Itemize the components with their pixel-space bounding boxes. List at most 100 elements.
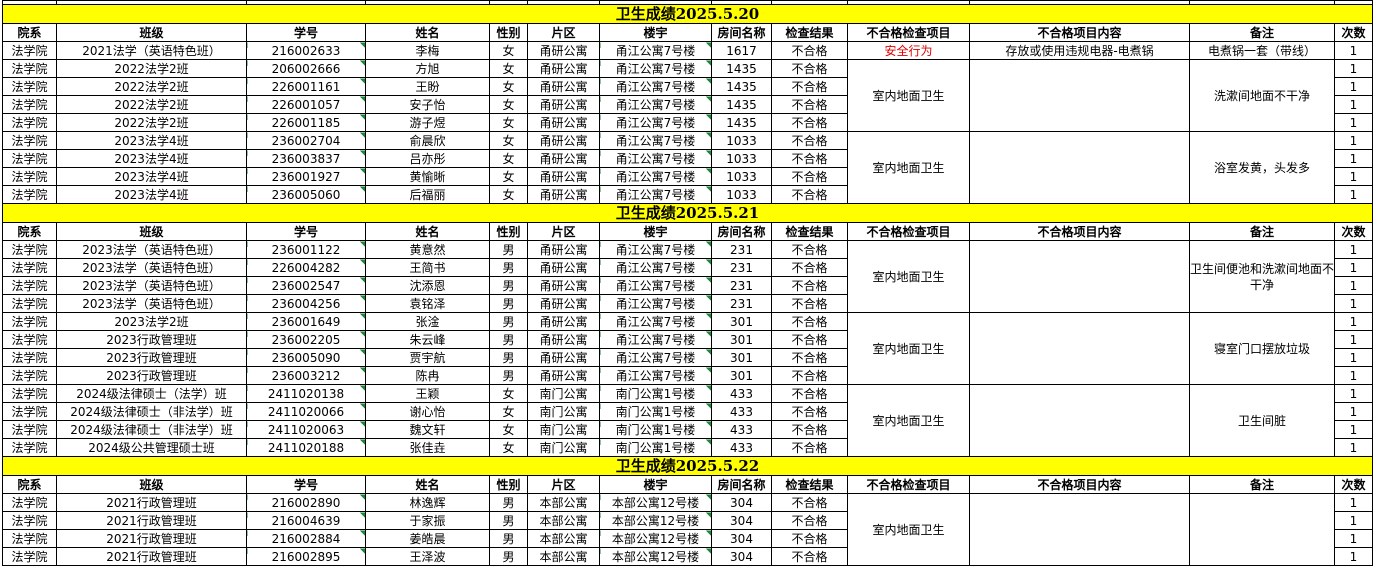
college: 法学院 — [2, 59, 57, 78]
result: 不合格 — [771, 41, 848, 60]
gender: 女 — [489, 420, 528, 439]
college: 法学院 — [2, 41, 57, 60]
failed-item: 室内地面卫生 — [847, 493, 970, 566]
count: 1 — [1334, 167, 1373, 186]
building: 南门公寓1号楼 — [599, 384, 712, 403]
area: 南门公寓 — [527, 420, 600, 439]
student-id: 236001927 — [246, 167, 366, 186]
header-cell: 姓名 — [365, 475, 490, 494]
room: 301 — [711, 348, 772, 367]
student-id: 236003837 — [246, 149, 366, 168]
student-id: 236002205 — [246, 330, 366, 349]
class: 2023法学（英语特色班） — [56, 294, 247, 313]
name: 姜皓晨 — [365, 529, 490, 548]
class: 2023法学（英语特色班） — [56, 258, 247, 277]
room: 1435 — [711, 113, 772, 132]
gender: 男 — [489, 330, 528, 349]
header-cell: 学号 — [246, 222, 366, 241]
name: 朱云峰 — [365, 330, 490, 349]
student-id: 236002547 — [246, 276, 366, 295]
gender: 男 — [489, 493, 528, 512]
failed-content — [969, 59, 1190, 132]
area: 甬研公寓 — [527, 185, 600, 204]
college: 法学院 — [2, 420, 57, 439]
name: 陈冉 — [365, 366, 490, 385]
count: 1 — [1334, 438, 1373, 457]
college: 法学院 — [2, 77, 57, 96]
class: 2023法学（英语特色班） — [56, 240, 247, 259]
name: 于家振 — [365, 511, 490, 530]
header-cell: 不合格检查项目 — [847, 222, 970, 241]
college: 法学院 — [2, 312, 57, 331]
result: 不合格 — [771, 438, 848, 457]
class: 2022法学2班 — [56, 77, 247, 96]
building: 甬江公寓7号楼 — [599, 95, 712, 114]
header-cell: 检查结果 — [771, 23, 848, 42]
room: 1435 — [711, 59, 772, 78]
area: 本部公寓 — [527, 547, 600, 566]
header-cell: 姓名 — [365, 222, 490, 241]
data-row: 法学院 2021行政管理班 216002890 林逸辉男本部公寓 本部公寓12号楼 304… — [2, 493, 1373, 566]
header-cell: 不合格项目内容 — [969, 475, 1190, 494]
result: 不合格 — [771, 240, 848, 259]
building: 甬江公寓7号楼 — [599, 113, 712, 132]
remark: 卫生间脏 — [1189, 384, 1335, 457]
name: 黄愉晰 — [365, 167, 490, 186]
area: 甬研公寓 — [527, 113, 600, 132]
failed-item: 室内地面卫生 — [847, 312, 970, 385]
header-cell: 楼宇 — [599, 222, 712, 241]
student-id: 2411020138 — [246, 384, 366, 403]
result: 不合格 — [771, 366, 848, 385]
header-cell: 不合格项目内容 — [969, 23, 1190, 42]
college: 法学院 — [2, 131, 57, 150]
header-cell: 次数 — [1334, 475, 1373, 494]
count: 1 — [1334, 41, 1373, 60]
data-row: 法学院 2021行政管理班 216002895 王泽波男本部公寓 本部公寓12号楼 304… — [2, 547, 1373, 566]
college: 法学院 — [2, 438, 57, 457]
failed-content — [969, 131, 1190, 204]
gender: 男 — [489, 294, 528, 313]
header-cell: 性别 — [489, 222, 528, 241]
building: 甬江公寓7号楼 — [599, 149, 712, 168]
header-cell: 院系 — [2, 23, 57, 42]
name: 后福丽 — [365, 185, 490, 204]
room: 304 — [711, 493, 772, 512]
class: 2021行政管理班 — [56, 493, 247, 512]
building: 甬江公寓7号楼 — [599, 59, 712, 78]
gender: 男 — [489, 240, 528, 259]
count: 1 — [1334, 493, 1373, 512]
student-id: 236003212 — [246, 366, 366, 385]
count: 1 — [1334, 547, 1373, 566]
header-cell: 姓名 — [365, 23, 490, 42]
header-cell: 性别 — [489, 475, 528, 494]
gender: 女 — [489, 41, 528, 60]
count: 1 — [1334, 529, 1373, 548]
area: 甬研公寓 — [527, 294, 600, 313]
college: 法学院 — [2, 240, 57, 259]
student-id: 216004639 — [246, 511, 366, 530]
gender: 女 — [489, 167, 528, 186]
name: 王颖 — [365, 384, 490, 403]
building: 甬江公寓7号楼 — [599, 167, 712, 186]
data-row: 法学院 2024级法律硕士（非法学）班 2411020063 魏文轩女南门公寓 南门公寓… — [2, 420, 1373, 439]
student-id: 226001161 — [246, 77, 366, 96]
college: 法学院 — [2, 348, 57, 367]
class: 2021行政管理班 — [56, 511, 247, 530]
header-cell: 备注 — [1189, 475, 1335, 494]
section-title: 卫生成绩2025.5.22 — [2, 456, 1373, 476]
college: 法学院 — [2, 294, 57, 313]
student-id: 236005090 — [246, 348, 366, 367]
room: 433 — [711, 402, 772, 421]
count: 1 — [1334, 113, 1373, 132]
area: 甬研公寓 — [527, 366, 600, 385]
result: 不合格 — [771, 113, 848, 132]
result: 不合格 — [771, 420, 848, 439]
name: 林逸辉 — [365, 493, 490, 512]
result: 不合格 — [771, 511, 848, 530]
area: 甬研公寓 — [527, 41, 600, 60]
college: 法学院 — [2, 366, 57, 385]
data-row: 法学院 2023行政管理班 236003212 陈冉男甬研公寓 甬江公寓7号楼 301 不合… — [2, 366, 1373, 385]
student-id: 226001185 — [246, 113, 366, 132]
name: 魏文轩 — [365, 420, 490, 439]
